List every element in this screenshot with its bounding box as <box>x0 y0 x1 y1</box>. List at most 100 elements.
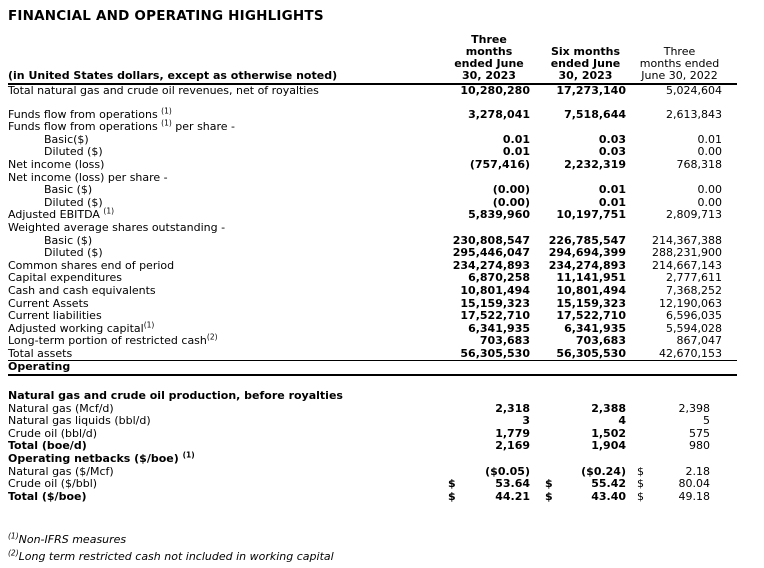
cell-value: 768,318 <box>676 157 723 171</box>
value-six-months-2023: ($0.24) <box>545 465 626 479</box>
row-label: Basic($) <box>8 133 448 147</box>
row-label-text: Operating netbacks ($/boe) <box>8 452 183 466</box>
cell-value: 56,305,530 <box>556 346 626 360</box>
footnote-marker: (1) <box>143 320 155 330</box>
table-row: Natural gas liquids (bbl/d) 3 4 5 <box>8 414 737 428</box>
value-three-months-2023: $53.64 <box>448 478 530 491</box>
value-three-months-2022: 214,367,388 <box>637 234 722 248</box>
value-three-months-2022 <box>637 361 722 374</box>
value-three-months-2022: $2.18 <box>637 464 722 479</box>
cell-value: 49.18 <box>678 489 711 503</box>
value-six-months-2023: 0.03 <box>545 133 626 147</box>
value-three-months-2022: 12,190,063 <box>637 297 722 311</box>
table-row: Diluted ($) (0.00) 0.01 0.00 <box>8 195 737 210</box>
row-label-text: Diluted ($) <box>44 195 103 209</box>
row-label: Natural gas and crude oil production, be… <box>8 389 448 403</box>
cell-value: 0.01 <box>502 132 530 146</box>
cell-value: 15,159,323 <box>460 296 530 310</box>
footnote-marker: (1) <box>103 206 115 216</box>
value-six-months-2023: 15,159,323 <box>545 297 626 311</box>
footnote-2-marker: (2) <box>8 548 19 558</box>
value-three-months-2022 <box>637 121 722 134</box>
footnote-marker: (1) <box>161 105 172 115</box>
footnote-marker: (1) <box>161 118 172 128</box>
value-three-months-2022: 6,596,035 <box>637 309 722 323</box>
value-three-months-2023: 3,278,041 <box>448 108 530 122</box>
table-row: Current Assets 15,159,323 15,159,323 12,190… <box>8 296 737 311</box>
cell-value: 17,273,140 <box>556 84 626 97</box>
cell-value: 2,318 <box>495 401 530 415</box>
footnote-1: (1)Non-IFRS measures <box>8 531 737 548</box>
cell-value: 6,341,935 <box>468 321 530 335</box>
value-six-months-2023: 10,197,751 <box>545 209 626 222</box>
column-header-six-months-2023: Six months ended June 30, 2023 <box>550 45 621 82</box>
cell-value: 44.21 <box>495 489 530 503</box>
value-three-months-2023: ($0.05) <box>448 464 530 479</box>
row-label-text: Weighted average shares outstanding - <box>8 220 226 234</box>
cell-value: 0.01 <box>502 145 530 159</box>
footnote-1-text: Non-IFRS measures <box>18 533 127 547</box>
cell-value: 10,280,280 <box>460 84 530 97</box>
row-spacer <box>8 376 737 390</box>
row-label-text: Diluted ($) <box>44 246 103 260</box>
value-three-months-2022: 0.00 <box>637 146 723 159</box>
row-label-text: Adjusted EBITDA <box>8 208 104 222</box>
value-three-months-2022: 575 <box>637 427 722 441</box>
row-label-text: Total (boe/d) <box>8 439 87 453</box>
value-three-months-2022: 2,398 <box>637 402 722 416</box>
row-label: Adjusted EBITDA (1) <box>8 206 448 222</box>
cell-value: 6,870,258 <box>468 271 530 285</box>
cell-value: 5 <box>703 414 710 428</box>
table-row: Cash and cash equivalents 10,801,494 10,80… <box>8 283 737 298</box>
table-row: Total ($/boe) $44.21 $43.40 $49.18 <box>8 489 737 504</box>
value-three-months-2022 <box>637 453 722 466</box>
value-three-months-2023: (0.00) <box>448 195 530 210</box>
cell-value: 2,232,319 <box>564 157 626 171</box>
cell-value: 7,518,644 <box>564 107 626 121</box>
value-three-months-2023: 703,683 <box>448 335 530 348</box>
cell-value: 703,683 <box>575 334 626 348</box>
value-three-months-2023: 10,801,494 <box>448 283 530 298</box>
cell-value: 0.01 <box>598 195 626 209</box>
row-label-text: Basic ($) <box>44 233 93 247</box>
cell-value: 2.18 <box>685 464 711 478</box>
value-three-months-2023: 15,159,323 <box>448 296 530 311</box>
cell-value: ($0.05) <box>485 464 530 478</box>
row-label-text: Net income (loss) <box>8 157 105 171</box>
table-row: Net income (loss) (757,416) 2,232,319 768,3… <box>8 157 737 172</box>
value-six-months-2023 <box>545 453 626 466</box>
cell-value: 980 <box>689 439 710 453</box>
value-three-months-2022: 42,670,153 <box>637 347 722 361</box>
row-label: Net income (loss) per share - <box>8 171 448 185</box>
row-label: Long-term portion of restricted cash(2) <box>8 332 448 348</box>
currency-symbol: $ <box>448 477 456 491</box>
currency-symbol: $ <box>448 489 456 503</box>
cell-value: 295,446,047 <box>452 246 530 260</box>
row-label-text: Operating <box>8 360 71 374</box>
value-three-months-2023 <box>448 121 530 134</box>
value-six-months-2023: 56,305,530 <box>545 346 626 361</box>
cell-value: 10,801,494 <box>460 283 530 297</box>
cell-value: (0.00) <box>492 195 530 209</box>
cell-value: 55.42 <box>591 477 626 491</box>
value-six-months-2023: 2,388 <box>545 402 626 416</box>
row-label: Funds flow from operations (1) per share… <box>8 118 448 134</box>
value-three-months-2023 <box>448 453 530 466</box>
row-label: Net income (loss) <box>8 157 448 172</box>
value-six-months-2023: 0.03 <box>545 146 626 159</box>
value-three-months-2023: 10,280,280 <box>448 84 530 98</box>
cell-value: (757,416) <box>469 157 530 171</box>
table-row: Adjusted EBITDA (1) 5,839,960 10,197,751 2,… <box>8 206 737 222</box>
currency-symbol: $ <box>545 477 553 491</box>
value-six-months-2023: 0.01 <box>545 184 626 197</box>
table-row: Natural gas (Mcf/d) 2,318 2,388 2,398 <box>8 401 737 416</box>
footnote-marker: (2) <box>206 332 218 342</box>
cell-value: 2,809,713 <box>666 208 722 222</box>
row-label-text: Current liabilities <box>8 309 102 323</box>
cell-value: 6,341,935 <box>564 321 626 335</box>
cell-value: 234,274,893 <box>548 258 626 272</box>
cell-value: 288,231,900 <box>652 246 722 260</box>
currency-symbol: $ <box>637 464 644 478</box>
value-three-months-2022 <box>637 222 722 235</box>
value-three-months-2023: 3 <box>448 415 530 428</box>
